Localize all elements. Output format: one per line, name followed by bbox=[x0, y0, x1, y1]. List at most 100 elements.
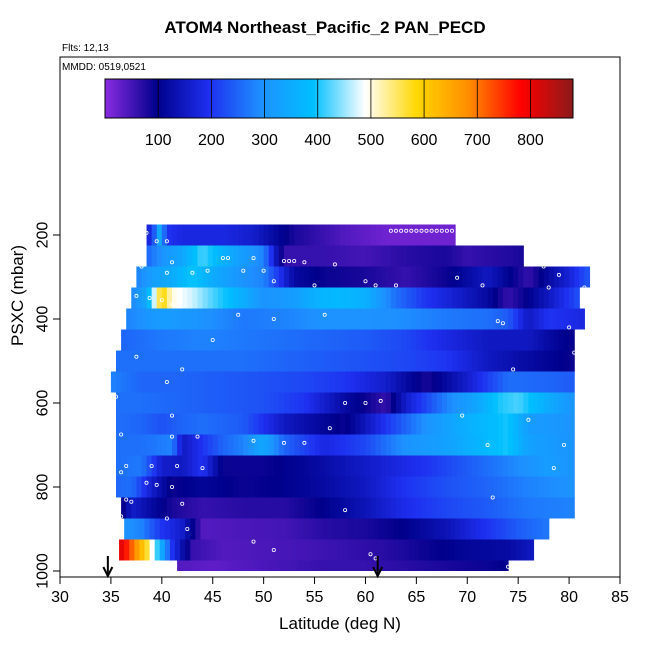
heatmap-cell bbox=[416, 392, 423, 414]
heatmap-cell bbox=[350, 497, 356, 519]
colorbar-segment bbox=[521, 79, 524, 118]
heatmap-cell bbox=[401, 497, 407, 519]
heatmap-cell bbox=[324, 560, 331, 571]
heatmap-cell bbox=[558, 371, 565, 393]
heatmap-cell bbox=[136, 434, 143, 456]
heatmap-cell bbox=[457, 455, 463, 477]
heatmap-cell bbox=[302, 539, 309, 561]
heatmap-cell bbox=[370, 413, 377, 435]
colorbar-segment bbox=[487, 79, 490, 118]
heatmap-cell bbox=[477, 245, 484, 267]
heatmap-cell bbox=[390, 266, 397, 288]
heatmap-cell bbox=[314, 413, 321, 435]
marker-point bbox=[327, 426, 332, 431]
heatmap-cell bbox=[370, 371, 377, 393]
heatmap-cell bbox=[350, 308, 356, 330]
marker-point bbox=[363, 400, 368, 405]
colorbar-segment bbox=[387, 79, 390, 118]
heatmap-cell bbox=[284, 455, 290, 477]
colorbar-segment bbox=[145, 79, 148, 118]
heatmap-cell bbox=[388, 518, 395, 540]
heatmap-cell bbox=[340, 350, 346, 372]
x-tick-label: 30 bbox=[51, 589, 69, 606]
marker-point bbox=[154, 239, 159, 244]
heatmap-cell bbox=[154, 518, 161, 540]
colorbar-segment bbox=[213, 79, 216, 118]
heatmap-cell bbox=[327, 539, 334, 561]
heatmap-cell bbox=[192, 497, 199, 519]
heatmap-cell bbox=[365, 455, 372, 477]
heatmap-cell bbox=[268, 308, 275, 330]
heatmap-cell bbox=[309, 392, 316, 414]
heatmap-cell bbox=[202, 350, 209, 372]
heatmap-cell bbox=[513, 413, 519, 435]
heatmap-cell bbox=[441, 287, 448, 309]
heatmap-cell bbox=[161, 350, 168, 372]
heatmap-cell bbox=[124, 518, 130, 540]
heatmap-cell bbox=[222, 455, 229, 477]
heatmap-cell bbox=[528, 350, 535, 372]
flight-arrow-head bbox=[372, 566, 384, 579]
heatmap-cell bbox=[518, 434, 524, 456]
marker-point bbox=[169, 260, 174, 265]
heatmap-cell bbox=[355, 308, 361, 330]
heatmap-cell bbox=[251, 539, 258, 561]
heatmap-cell bbox=[139, 539, 146, 561]
heatmap-cell bbox=[243, 371, 249, 393]
heatmap-cell bbox=[482, 329, 489, 351]
heatmap-cell bbox=[436, 455, 443, 477]
heatmap-cell bbox=[518, 329, 524, 351]
heatmap-cell bbox=[177, 350, 183, 372]
heatmap-cell bbox=[192, 245, 199, 267]
heatmap-cell bbox=[253, 455, 260, 477]
heatmap-cell bbox=[228, 266, 234, 288]
heatmap-cell bbox=[548, 476, 555, 498]
heatmap-cell bbox=[480, 518, 487, 540]
heatmap-cell bbox=[324, 392, 331, 414]
heatmap-cell bbox=[228, 224, 234, 246]
marker-point bbox=[169, 434, 174, 439]
heatmap-cell bbox=[217, 287, 224, 309]
heatmap-cell bbox=[273, 392, 280, 414]
heatmap-cell bbox=[299, 329, 305, 351]
heatmap-cell bbox=[256, 539, 263, 561]
heatmap-cell bbox=[161, 392, 168, 414]
heatmap-cell bbox=[416, 266, 423, 288]
heatmap-cell bbox=[482, 413, 489, 435]
heatmap-cell bbox=[228, 497, 234, 519]
heatmap-cell bbox=[233, 308, 239, 330]
heatmap-cell bbox=[467, 413, 473, 435]
colorbar-segment bbox=[237, 79, 240, 118]
heatmap-cell bbox=[146, 413, 153, 435]
colorbar-segment bbox=[323, 79, 326, 118]
marker-point bbox=[343, 508, 348, 513]
heatmap-cell bbox=[136, 413, 143, 435]
marker-point bbox=[190, 270, 195, 275]
heatmap-cell bbox=[151, 350, 158, 372]
heatmap-cell bbox=[505, 539, 512, 561]
marker-point bbox=[205, 268, 210, 273]
heatmap-cell bbox=[502, 350, 509, 372]
colorbar-segment bbox=[345, 79, 348, 118]
marker-point bbox=[343, 400, 348, 405]
heatmap-cell bbox=[380, 287, 387, 309]
heatmap-cell bbox=[457, 476, 463, 498]
heatmap-cell bbox=[334, 413, 341, 435]
heatmap-cell bbox=[121, 329, 127, 351]
heatmap-cell bbox=[166, 455, 173, 477]
heatmap-cell bbox=[558, 434, 565, 456]
heatmap-cell bbox=[462, 434, 468, 456]
heatmap-cell bbox=[166, 245, 173, 267]
heatmap-cell bbox=[579, 308, 585, 330]
heatmap-cell bbox=[457, 413, 463, 435]
heatmap-cell bbox=[340, 560, 346, 571]
heatmap-cell bbox=[543, 455, 550, 477]
heatmap-cell bbox=[436, 287, 443, 309]
heatmap-cell bbox=[355, 224, 361, 246]
heatmap-cell bbox=[441, 329, 448, 351]
heatmap-cell bbox=[156, 308, 163, 330]
heatmap-cell bbox=[533, 497, 540, 519]
marker-point bbox=[388, 228, 393, 233]
marker-point bbox=[526, 417, 531, 422]
colorbar-segment bbox=[195, 79, 198, 118]
